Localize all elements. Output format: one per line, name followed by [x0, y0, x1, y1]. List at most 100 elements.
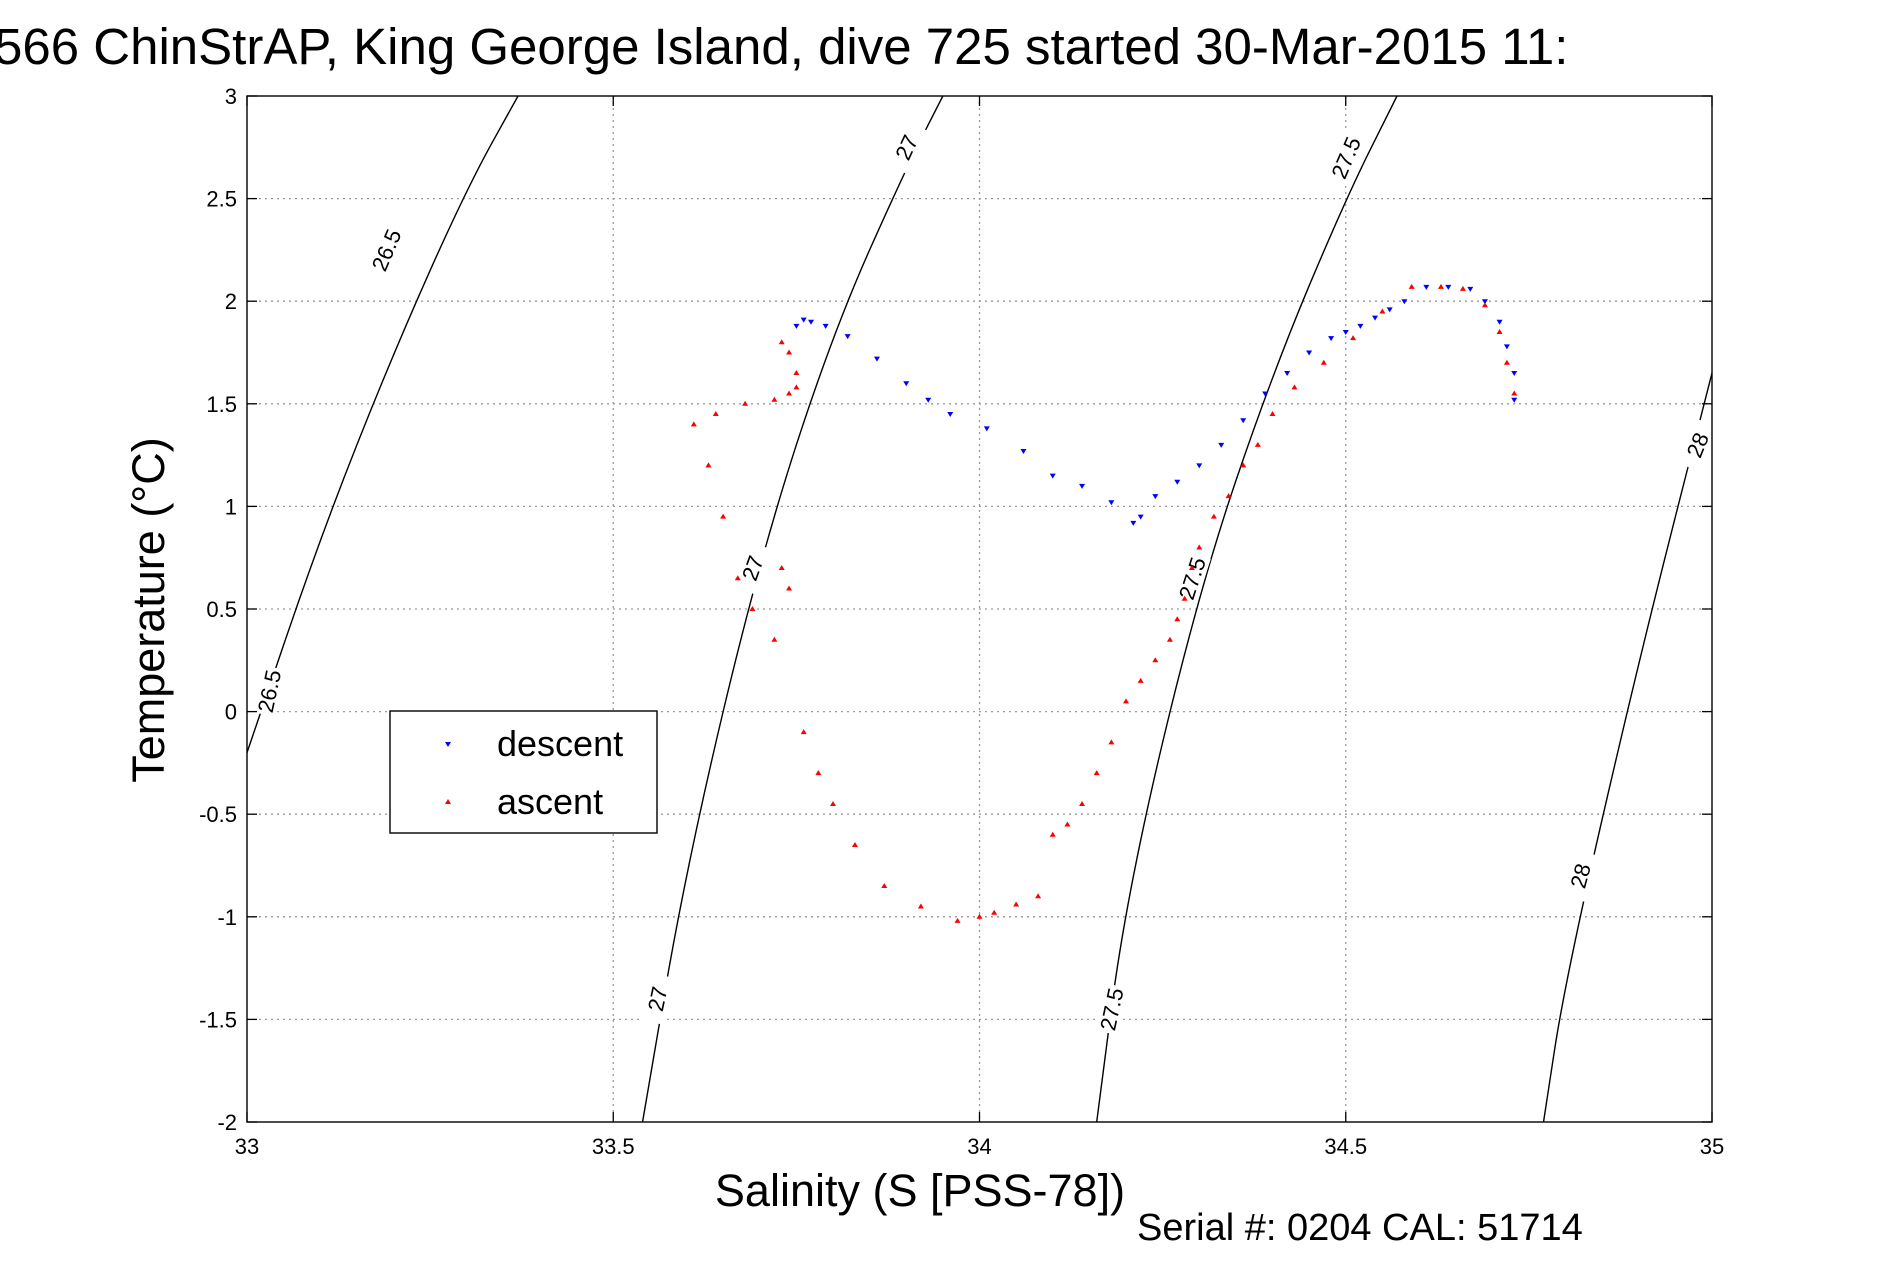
ascent-point	[1137, 677, 1144, 683]
ascent-point	[1035, 893, 1042, 899]
ascent-point	[749, 606, 756, 611]
ascent-point	[1379, 308, 1386, 314]
x-tick-label: 34.5	[1324, 1134, 1367, 1159]
descent-point	[1049, 473, 1056, 479]
ascent-point	[786, 349, 793, 355]
y-tick-labels: 3 2.5 2 1.5 1 0.5 0 -0.5 -1 -1.5 -2	[199, 84, 237, 1135]
ascent-point	[1152, 657, 1159, 663]
isopycnal-label-bg	[885, 120, 928, 175]
descent-point	[983, 426, 990, 432]
y-tick-label: 2	[225, 289, 237, 314]
ascent-point	[778, 564, 785, 570]
isopycnal-label-bg	[1325, 130, 1367, 185]
descent-point	[1357, 323, 1364, 329]
chart-title: 566 ChinStrAP, King George Island, dive …	[0, 18, 1568, 75]
ascent-point	[1496, 328, 1503, 334]
descent-point	[1130, 520, 1137, 526]
descent-point	[1174, 479, 1181, 485]
ascent-point	[991, 909, 998, 915]
y-tick-label: -0.5	[199, 802, 237, 827]
ascent-point	[976, 913, 983, 919]
ascent-point	[830, 800, 836, 806]
isopycnal-label: 27	[643, 984, 673, 1013]
axis-ticks	[246, 95, 1713, 1123]
ascent-point	[771, 636, 778, 642]
descent-point	[1328, 336, 1335, 342]
ascent-point	[712, 411, 719, 417]
isopycnal-label-bg	[1677, 418, 1718, 472]
ascent-point	[720, 513, 727, 519]
ascent-point	[1291, 384, 1298, 390]
isopycnal-label-bg	[640, 972, 674, 1025]
descent-point	[822, 323, 829, 329]
descent-point	[1372, 315, 1379, 321]
ascent-point	[815, 770, 822, 776]
ascent-point	[1181, 595, 1188, 601]
ascent-point	[1064, 821, 1071, 827]
ascent-point	[778, 339, 785, 345]
x-tick-label: 33.5	[592, 1134, 635, 1159]
descent-series	[793, 284, 1518, 526]
legend-descent-marker	[445, 742, 451, 747]
ascent-point	[742, 400, 749, 406]
ascent-point	[1049, 831, 1056, 837]
descent-point	[1262, 391, 1269, 397]
ascent-point	[851, 841, 858, 847]
ascent-point	[771, 396, 778, 402]
legend-ascent-label: ascent	[497, 781, 603, 822]
ascent-point	[1240, 462, 1247, 468]
x-axis-label: Salinity (S [PSS-78])	[715, 1165, 1125, 1216]
serial-cal-footer: Serial #: 0204 CAL: 51714	[1137, 1207, 1583, 1249]
ascent-series	[690, 283, 1518, 923]
legend-box	[389, 710, 658, 834]
ascent-point	[1269, 411, 1276, 417]
ascent-point	[1225, 493, 1232, 499]
isopycnal-contours	[246, 95, 1713, 1123]
descent-point	[1284, 371, 1291, 377]
y-tick-label: 2.5	[206, 187, 237, 212]
descent-point	[808, 319, 815, 325]
descent-point	[1306, 350, 1313, 356]
ascent-point	[793, 370, 800, 376]
descent-point	[1503, 344, 1510, 350]
descent-point	[873, 356, 880, 362]
isopycnal-label-bg	[732, 541, 772, 595]
descent-point	[1108, 500, 1115, 506]
descent-point	[925, 397, 932, 403]
x-tick-label: 33	[235, 1134, 259, 1159]
y-tick-label: 0.5	[206, 597, 237, 622]
ascent-point	[690, 421, 697, 427]
y-tick-label: 1	[225, 494, 237, 519]
y-tick-label: -1	[217, 905, 237, 930]
y-tick-label: 3	[225, 84, 237, 109]
legend: descent ascent	[389, 710, 658, 834]
ascent-point	[786, 390, 793, 396]
ascent-point	[734, 575, 741, 581]
ascent-point	[1459, 285, 1466, 291]
isopycnal-label-bg	[365, 223, 407, 277]
descent-point	[1196, 463, 1203, 469]
ascent-point	[1123, 698, 1129, 704]
ascent-point	[1013, 901, 1020, 907]
y-tick-label: 1.5	[206, 392, 237, 417]
ascent-point	[793, 384, 800, 390]
ascent-point	[1188, 564, 1195, 570]
legend-ascent-marker	[445, 799, 451, 804]
descent-point	[903, 381, 910, 387]
descent-point	[1511, 397, 1518, 403]
descent-point	[1240, 418, 1247, 424]
descent-point	[800, 317, 807, 323]
descent-point	[1386, 307, 1393, 313]
ascent-point	[1254, 441, 1261, 447]
isopycnal-label-bg	[1094, 983, 1129, 1036]
ascent-point	[917, 903, 924, 909]
isopycnal-label-bg	[252, 665, 286, 718]
ascent-point	[1108, 739, 1115, 745]
descent-point	[1342, 329, 1349, 335]
ascent-point	[1320, 359, 1327, 365]
descent-point	[793, 323, 800, 329]
y-axis-label: Temperature (°C)	[123, 437, 174, 783]
legend-descent-label: descent	[497, 723, 623, 764]
ascent-point	[786, 585, 793, 591]
